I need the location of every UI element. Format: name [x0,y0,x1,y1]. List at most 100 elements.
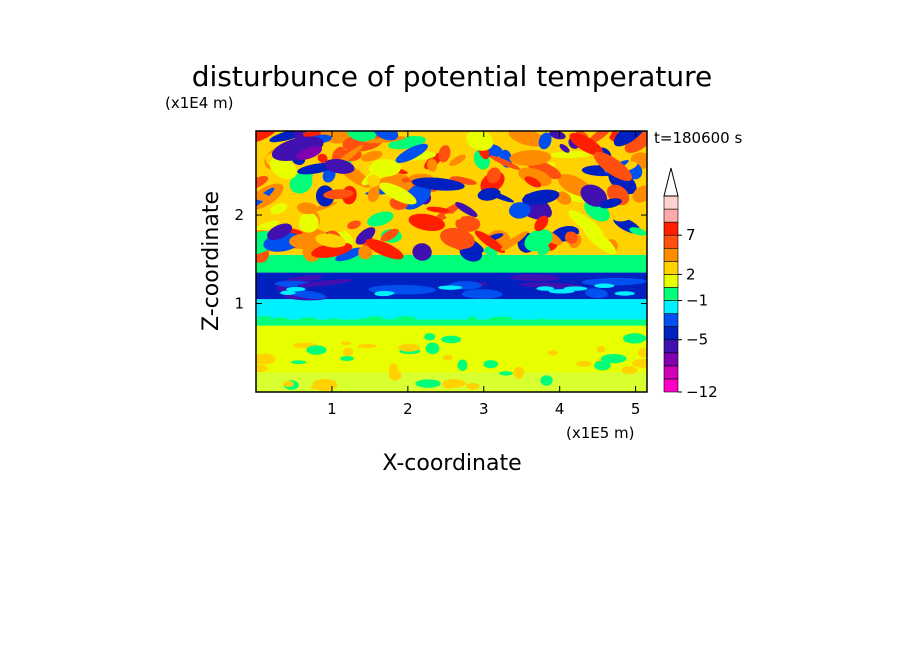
contour-feature [328,318,341,322]
contour-feature [521,189,560,206]
contour-feature [610,199,641,222]
contour-feature [365,239,404,260]
contour-feature [518,282,583,289]
contour-feature [427,158,438,172]
contour-feature [306,345,327,355]
contour-feature [477,187,501,201]
contour-feature [328,216,348,233]
contour-feature [466,382,480,390]
contour-feature [622,333,647,344]
contour-feature [342,347,354,357]
contour-feature [440,227,475,250]
colorbar-swatch [663,208,679,223]
contour-feature [367,186,380,203]
contour-feature [256,364,268,373]
contour-feature [270,203,288,214]
contour-feature [524,229,553,252]
contour-feature [395,316,416,320]
contour-feature [569,132,604,156]
contour-feature [631,358,647,368]
contour-feature [613,131,647,147]
contour-feature [360,150,383,162]
colorbar-swatch [663,339,679,354]
contour-feature [256,220,280,233]
contour-feature [576,360,592,367]
contour-feature [289,290,327,300]
x-scale-label: (x1E5 m) [566,424,635,442]
contour-feature [449,154,466,167]
contour-feature [629,227,647,236]
colorbar-swatch [663,195,679,210]
contour-feature [455,216,481,232]
colorbar-swatch [663,378,679,393]
contour-feature [415,379,441,388]
contour-feature [581,277,647,286]
contour-feature [550,151,592,159]
contour-band [256,319,647,326]
x-tick-label: 1 [327,400,337,418]
contour-feature [310,385,330,390]
contour-feature [536,318,548,323]
contour-feature [374,290,395,296]
contour-feature [286,286,306,292]
colorbar-swatch [663,313,679,327]
contour-feature [324,158,355,174]
contour-feature [498,371,513,376]
colorbar-swatch [663,287,679,301]
contour-feature [548,289,575,294]
contour-feature [438,285,463,290]
x-tick-label: 2 [403,400,413,418]
contour-feature [451,319,460,324]
contour-feature [438,319,453,324]
colorbar-arrow [663,167,679,197]
time-label: t=180600 s [654,129,742,147]
contour-feature [256,189,271,202]
contour-feature [267,223,293,240]
contour-feature [614,291,635,296]
colorbar-swatch [663,300,679,314]
y-axis-ticks: 12 [234,206,647,313]
contour-feature [441,335,462,344]
contour-feature [272,317,287,321]
contour-plot-area [256,131,647,392]
contour-band [256,299,647,320]
colorbar-swatch [663,274,679,288]
contour-feature [580,321,597,325]
contour-feature [509,274,561,282]
contour-feature [599,198,622,209]
x-tick-label: 5 [631,400,641,418]
contour-feature [513,366,525,379]
contour-feature [298,212,319,233]
contour-feature [588,131,612,144]
y-axis-label: Z-coordinate [199,191,224,331]
contour-feature [508,202,531,219]
colorbar-swatch [663,326,679,341]
y-scale-label: (x1E4 m) [165,94,234,112]
contour-feature [380,228,399,242]
contour-feature [370,320,393,324]
contour-feature [426,206,450,213]
contour-feature [474,230,506,253]
x-axis-label: X-coordinate [382,451,521,476]
contour-feature [358,245,373,260]
contour-feature [621,366,638,375]
colorbar-label: −1 [686,292,708,310]
contour-feature [315,233,347,248]
contour-feature [508,131,546,147]
contour-feature [509,150,552,166]
contour-feature [473,320,484,325]
contour-feature [388,370,402,381]
chart-title: disturbunce of potential temperature [192,60,713,93]
contour-feature [442,354,453,361]
contour-feature [259,320,278,325]
contour-feature [585,288,608,299]
contour-feature [346,131,377,142]
contour-feature [500,231,528,251]
contour-feature [583,226,616,255]
x-tick-label: 3 [479,400,489,418]
contour-feature [433,203,461,223]
contour-feature [534,215,549,232]
colorbar-swatch [663,221,679,236]
contour-feature [282,380,294,388]
contour-feature [367,211,394,227]
